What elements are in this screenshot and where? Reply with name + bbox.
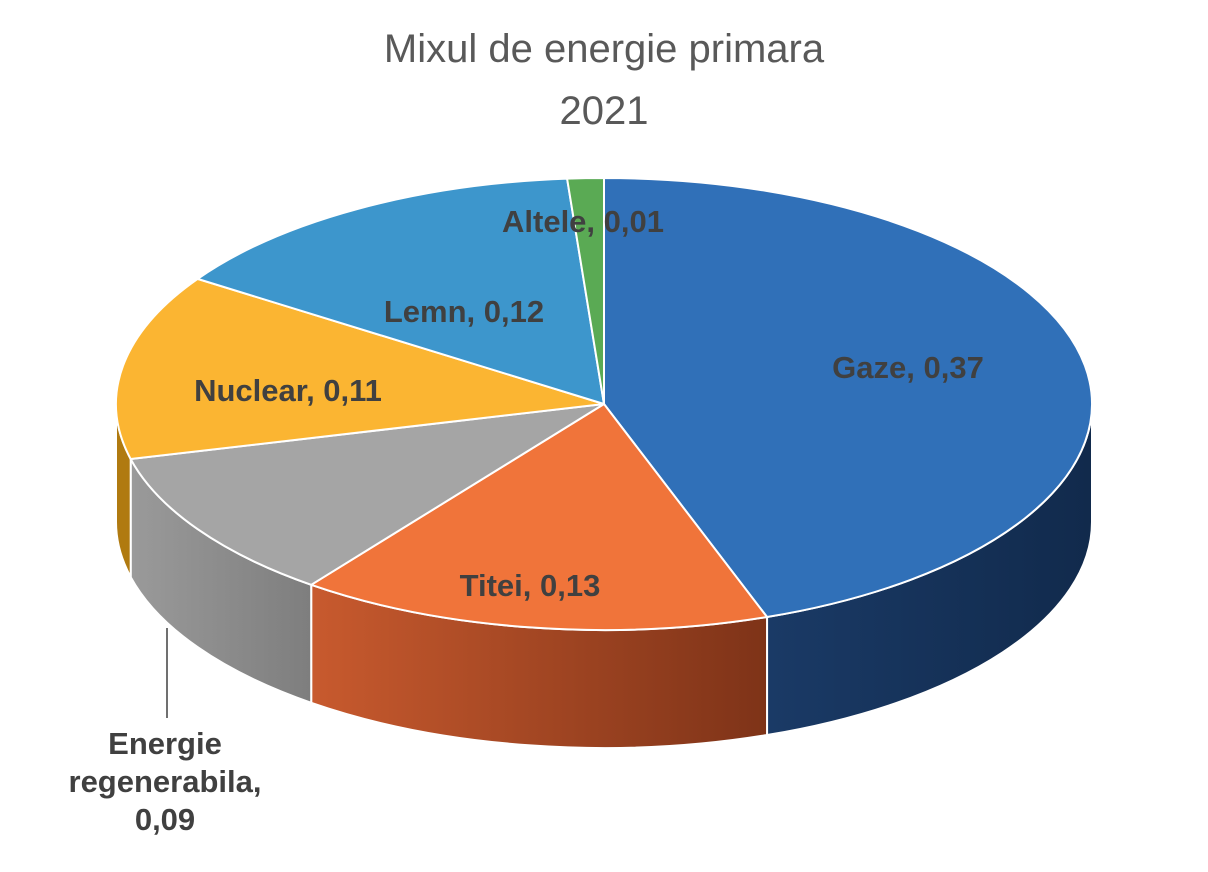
pie-slices [115,177,1093,631]
slice-gaze [603,177,1093,619]
chart-title: Mixul de energie primara 2021 [384,27,825,133]
data-label-titei: Titei, 0,13 [460,568,601,603]
data-label-energie-regenerabila: Energie regenerabila, 0,09 [69,726,262,837]
data-label-altele: Altele, 0,01 [502,204,664,239]
slice-nuclear [115,277,605,461]
slice-altele [566,177,605,405]
pie-sides [115,403,1093,749]
data-label-lemn: Lemn, 0,12 [384,294,544,329]
data-label-gaze: Gaze, 0,37 [832,350,984,385]
data-label-nuclear: Nuclear, 0,11 [194,373,382,408]
slice-lemn [196,177,605,405]
data-labels: Gaze, 0,37 Titei, 0,13 Energie regenerabila… [69,204,984,837]
chart-title-line-1: Mixul de energie primara [384,27,825,71]
slice-titei [310,403,769,631]
chart-title-line-2: 2021 [560,89,649,133]
slice-energie-regenerabila [129,403,605,586]
